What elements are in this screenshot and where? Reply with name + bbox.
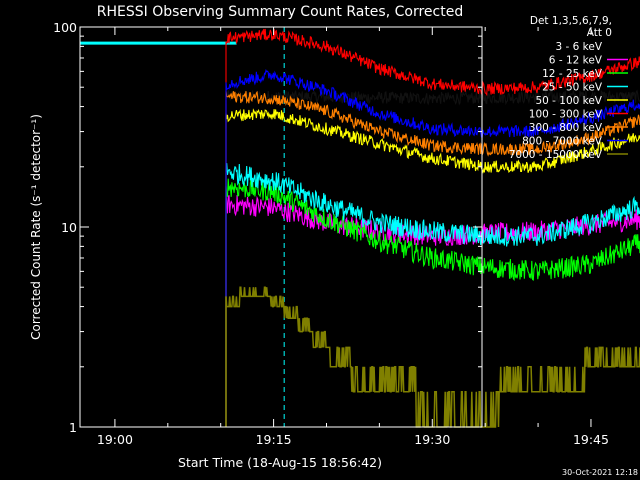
series-line	[225, 163, 640, 427]
legend-label: 3 - 6 keV	[555, 41, 602, 53]
legend-label: 100 - 300 keV	[529, 109, 603, 121]
x-tick-label: 19:00	[97, 432, 133, 447]
series-line	[225, 89, 640, 427]
y-tick-label: 1	[69, 420, 77, 435]
series-line	[225, 68, 640, 427]
y-axis-label: Corrected Count Rate (s⁻¹ detector⁻¹)	[29, 114, 43, 340]
plot-frame	[79, 26, 483, 428]
legend-header: Att 0	[587, 27, 612, 39]
x-tick-label: 19:30	[414, 432, 450, 447]
legend-label: 6 - 12 keV	[549, 55, 603, 67]
legend-header: Det 1,3,5,6,7,9,	[530, 15, 612, 27]
y-tick-label: 10	[61, 220, 77, 235]
legend-label: 25 - 50 keV	[542, 82, 603, 94]
legend-label: 12 - 25 keV	[542, 68, 603, 80]
legend-label: 300 - 800 keV	[529, 122, 603, 134]
data-layer	[79, 27, 640, 428]
timestamp: 30-Oct-2021 12:18	[562, 468, 638, 477]
axes-layer: 19:0019:1519:3019:4520:0020:1520:3011010…	[53, 20, 609, 447]
legend-label: 50 - 100 keV	[535, 95, 602, 107]
series-line	[225, 286, 640, 428]
x-tick-label: 19:15	[256, 432, 292, 447]
legend-label: 7000 - 15000 keV	[509, 149, 603, 161]
series-line	[225, 178, 640, 427]
series-line	[225, 28, 640, 427]
series-line	[225, 108, 640, 427]
chart-title: RHESSI Observing Summary Count Rates, Co…	[97, 4, 463, 20]
legend: Det 1,3,5,6,7,9,Att 0 3 - 6 keV 6 - 12 keV…	[509, 15, 628, 161]
x-tick-label: 19:45	[573, 432, 609, 447]
legend-label: 800 - 7000 keV	[522, 136, 603, 148]
x-axis-label: Start Time (18-Aug-15 18:56:42)	[178, 455, 382, 470]
series-line	[225, 90, 640, 427]
y-tick-label: 100	[53, 20, 77, 35]
